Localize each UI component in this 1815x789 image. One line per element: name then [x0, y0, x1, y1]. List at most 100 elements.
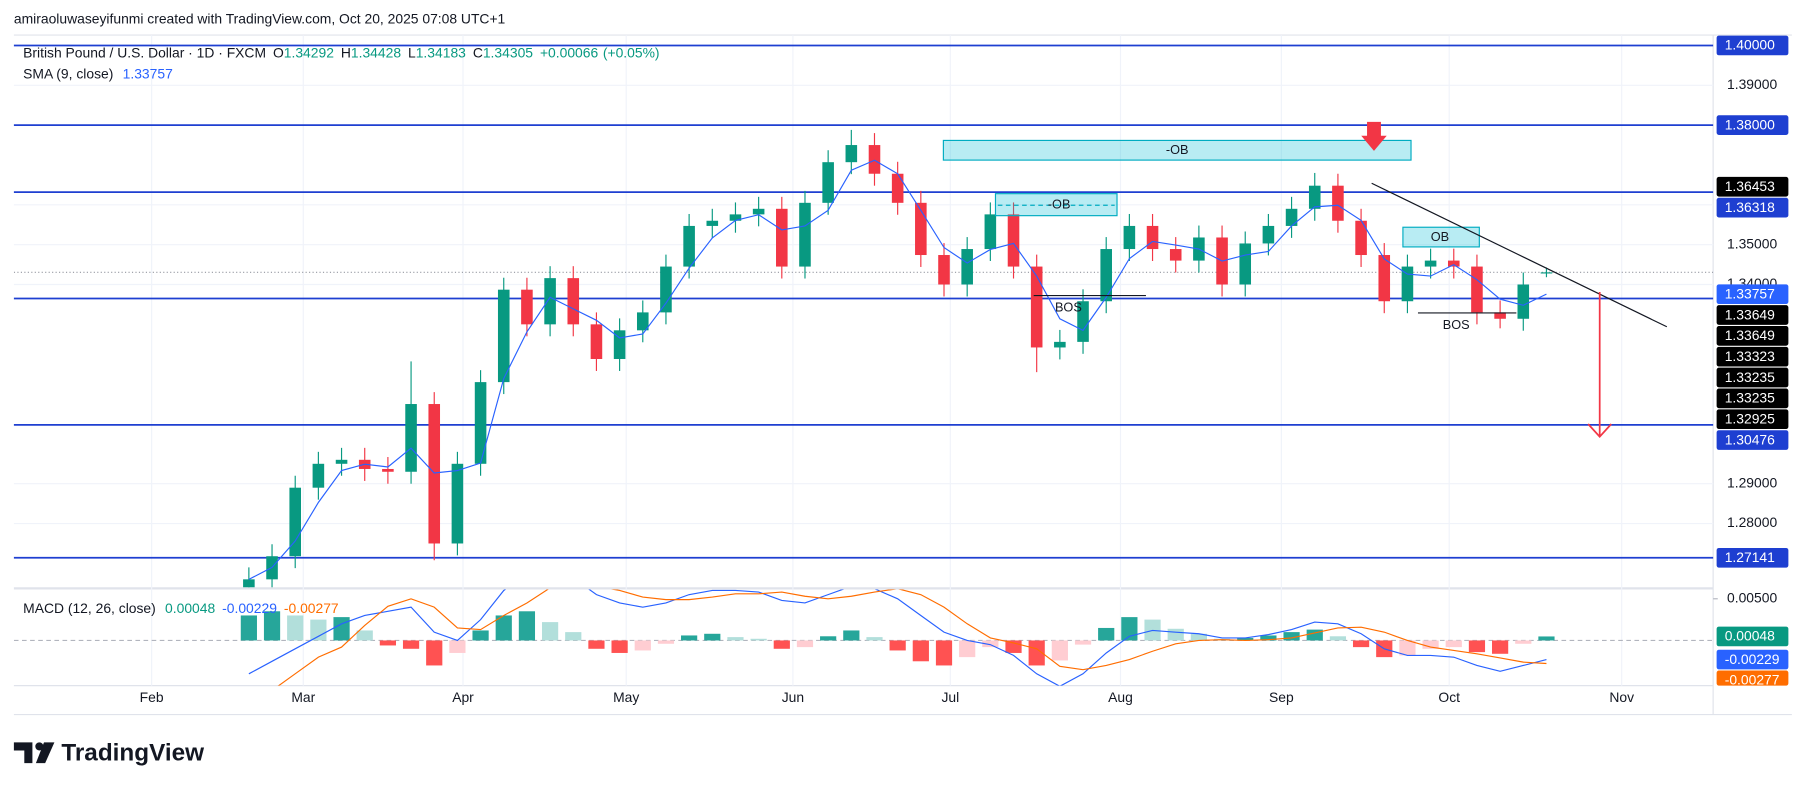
candle-body — [660, 266, 672, 313]
price-tag — [1716, 547, 1789, 568]
macd-hist-bar — [704, 633, 721, 641]
macd-hist-bar — [518, 611, 536, 641]
price-tag-label: 1.30476 — [1725, 431, 1775, 447]
candle-body — [1494, 312, 1506, 319]
candle-body — [613, 330, 626, 360]
macd-hist-bar — [889, 640, 906, 651]
logo-mark — [35, 742, 44, 751]
x-tick-label: Mar — [291, 689, 315, 705]
logo-mark — [35, 742, 55, 764]
ohlc-value: 1.34428 — [351, 44, 401, 60]
candle-body — [776, 208, 788, 267]
macd-hist-bar — [1074, 640, 1092, 645]
macd-hist-bar — [287, 615, 304, 641]
candle-body — [1169, 249, 1182, 261]
macd-name: MACD (12, 26, close) — [23, 600, 156, 616]
macd-hist-bar — [565, 632, 582, 641]
macd-tag-label: -0.00229 — [1725, 651, 1780, 667]
candle-body — [567, 278, 580, 325]
macd-hist-bar — [773, 640, 790, 649]
macd-hist-bar — [1422, 640, 1439, 649]
ohlc-key: H — [341, 44, 351, 60]
macd-hist-bar — [750, 638, 767, 641]
candle-body — [1030, 266, 1043, 348]
candle-body — [451, 463, 464, 544]
macd-hist-bar — [472, 630, 489, 641]
candle-body — [521, 289, 533, 325]
candle-body — [636, 312, 649, 331]
trendline — [1371, 182, 1668, 328]
ohlc-key: C — [473, 44, 483, 60]
logo-mark — [13, 742, 33, 764]
candle-body — [1077, 301, 1089, 342]
x-tick-label: Oct — [1438, 689, 1460, 705]
y-tick-label: 1.35000 — [1727, 235, 1777, 251]
logo-text: TradingView — [61, 739, 204, 766]
macd-hist-bar — [1468, 640, 1486, 653]
macd-hist-bar — [727, 637, 744, 641]
sma-value: 1.33757 — [123, 65, 173, 81]
macd-hist-bar — [796, 640, 814, 648]
price-tag-label: 1.33323 — [1725, 348, 1775, 364]
candle-body — [497, 289, 510, 383]
macd-hist-bar — [1445, 640, 1462, 648]
logo: TradingView — [13, 739, 204, 766]
levels — [13, 44, 1714, 559]
macd-tag — [1716, 670, 1789, 686]
macd-hist-bar — [1051, 640, 1068, 661]
drawings: -OB -OB OB BOS BOS — [942, 121, 1668, 439]
macd-hist-bar — [1260, 635, 1277, 641]
price-tag-label: 1.33235 — [1725, 369, 1775, 385]
price-tag-label: 1.33757 — [1725, 285, 1775, 301]
price-tag — [1716, 35, 1789, 56]
candle-body — [1007, 214, 1020, 267]
order-block-label: -OB — [1166, 142, 1189, 157]
price-tag-label: 1.33649 — [1725, 306, 1775, 322]
macd-line — [248, 589, 1547, 686]
macd-hist-bar — [1399, 640, 1416, 656]
macd-hist-bar — [379, 640, 396, 646]
macd-hist-bar — [495, 615, 512, 641]
macd-hist-bar — [356, 630, 373, 641]
macd-hist-bar — [1538, 636, 1555, 641]
macd-tag — [1716, 626, 1789, 647]
price-tag-label: 1.40000 — [1725, 37, 1775, 53]
x-tick-label: Jul — [941, 689, 959, 705]
price-tag-label: 1.33235 — [1725, 390, 1775, 406]
price-tag — [1716, 346, 1789, 367]
macd-hist-bar — [657, 640, 675, 644]
candle-body — [1424, 260, 1437, 267]
candle-body — [752, 208, 765, 215]
sma-line — [248, 159, 1547, 580]
ohlc-value: 1.34292 — [284, 44, 334, 60]
ohlc-value: 1.34183 — [416, 44, 466, 60]
candle-body — [1471, 266, 1483, 313]
candle-body — [1146, 225, 1159, 250]
ohlc-key: L — [408, 44, 416, 60]
y-tick-label: 1.29000 — [1727, 474, 1777, 490]
candle-body — [382, 468, 394, 472]
order-block-label: OB — [1431, 229, 1449, 244]
macd-hist-bar — [912, 640, 929, 662]
macd-pane — [13, 589, 1714, 686]
macd-hist-bar — [449, 640, 466, 653]
macd-hist-bar — [240, 615, 257, 641]
change: +0.00066 — [540, 44, 599, 60]
price-tag — [1716, 115, 1789, 135]
order-block — [1402, 226, 1480, 248]
candle-body — [915, 202, 927, 256]
candle-body — [474, 382, 487, 464]
price-tag — [1716, 409, 1789, 430]
x-tick-label: Apr — [452, 689, 474, 705]
candle-body — [868, 145, 881, 174]
y-tick-label: 1.39000 — [1727, 76, 1777, 92]
bos-label: BOS — [1443, 317, 1470, 332]
price-tag-label: 1.36318 — [1725, 199, 1775, 215]
macd-hist-bar — [541, 622, 559, 641]
grid: 1.390001.360001.350001.340001.290001.280… — [13, 35, 1777, 705]
macd-value: -0.00229 — [222, 600, 277, 616]
price-tag — [1716, 176, 1789, 197]
candle-body — [984, 214, 997, 250]
